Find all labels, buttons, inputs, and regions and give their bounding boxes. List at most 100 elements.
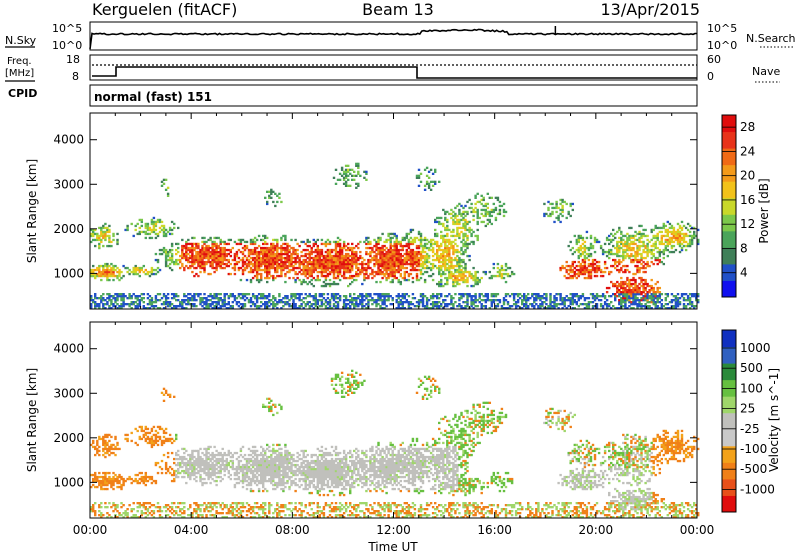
data-cell <box>666 230 670 234</box>
data-cell <box>251 303 255 306</box>
data-cell <box>179 260 182 264</box>
data-cell <box>227 260 231 264</box>
data-cell <box>620 232 623 236</box>
data-cell <box>332 266 336 270</box>
data-cell <box>338 260 342 264</box>
data-cell <box>516 301 520 304</box>
data-cell <box>274 270 277 274</box>
data-cell <box>233 256 237 260</box>
data-cell <box>150 268 154 272</box>
data-cell <box>292 252 295 256</box>
data-cell <box>173 297 176 300</box>
data-cell <box>494 206 498 210</box>
data-cell <box>168 303 172 306</box>
data-cell <box>440 284 443 288</box>
data-cell <box>187 256 190 260</box>
data-cell <box>347 178 350 181</box>
data-cell <box>399 272 403 276</box>
data-cell <box>440 293 443 296</box>
data-cell <box>686 299 690 302</box>
data-cell <box>466 299 469 302</box>
data-cell <box>272 276 275 280</box>
data-cell <box>351 268 354 272</box>
data-cell <box>205 307 208 310</box>
data-cell <box>456 274 459 278</box>
data-cell <box>126 270 129 274</box>
data-cell <box>379 264 382 268</box>
data-cell <box>177 250 180 254</box>
data-cell <box>262 297 265 300</box>
data-cell <box>442 307 445 310</box>
data-cell <box>460 272 463 276</box>
data-cell <box>316 301 320 304</box>
data-cell <box>314 254 318 258</box>
data-cell <box>387 234 390 238</box>
data-cell <box>300 240 303 244</box>
data-cell <box>456 214 459 218</box>
data-cell <box>102 437 105 441</box>
data-cell <box>452 266 455 270</box>
data-cell <box>595 264 599 268</box>
data-cell <box>581 246 585 250</box>
data-cell <box>442 248 445 252</box>
data-cell <box>622 244 625 248</box>
data-cell <box>207 246 210 250</box>
data-cell <box>260 272 263 276</box>
data-cell <box>203 260 206 264</box>
data-cell <box>421 248 425 252</box>
data-cell <box>193 295 196 298</box>
data-cell <box>304 272 307 276</box>
data-cell <box>268 264 271 268</box>
data-cell <box>185 252 188 256</box>
data-cell <box>648 291 651 294</box>
data-cell <box>682 234 686 238</box>
data-cell <box>616 254 619 258</box>
data-cell <box>270 188 273 191</box>
data-cell <box>148 270 152 274</box>
data-cell <box>575 276 579 280</box>
data-cell <box>444 210 447 214</box>
data-cell <box>482 208 485 212</box>
data-cell <box>377 242 380 246</box>
data-cell <box>221 303 224 306</box>
data-cell <box>120 293 123 296</box>
data-cell <box>668 236 672 240</box>
data-cell <box>116 270 119 274</box>
data-cell <box>150 303 154 306</box>
data-cell <box>571 246 575 250</box>
data-cell <box>332 260 336 264</box>
data-cell <box>122 274 125 278</box>
data-cell <box>557 303 560 306</box>
data-cell <box>589 276 593 280</box>
data-cell <box>104 475 107 479</box>
data-cell <box>361 262 364 266</box>
data-cell <box>294 248 297 252</box>
data-cell <box>306 303 309 306</box>
data-cell <box>618 236 621 240</box>
data-cell <box>264 260 267 264</box>
data-cell <box>531 305 534 308</box>
data-cell <box>344 295 348 298</box>
data-cell <box>324 260 328 264</box>
data-cell <box>662 234 666 238</box>
data-cell <box>193 266 196 270</box>
data-cell <box>478 280 481 284</box>
data-cell <box>243 299 247 302</box>
data-cell <box>462 236 465 240</box>
data-cell <box>624 242 627 246</box>
data-cell <box>444 282 447 286</box>
data-cell <box>116 295 119 298</box>
data-cell <box>603 250 607 254</box>
data-cell <box>478 297 481 300</box>
data-cell <box>387 299 390 302</box>
data-cell <box>245 258 249 262</box>
data-cell <box>308 270 311 274</box>
data-cell <box>411 264 415 268</box>
data-cell <box>290 264 293 268</box>
data-cell <box>306 266 309 270</box>
data-cell <box>136 266 139 270</box>
data-cell <box>656 246 659 250</box>
data-cell <box>181 254 184 258</box>
data-cell <box>571 299 575 302</box>
data-cell <box>207 254 210 258</box>
